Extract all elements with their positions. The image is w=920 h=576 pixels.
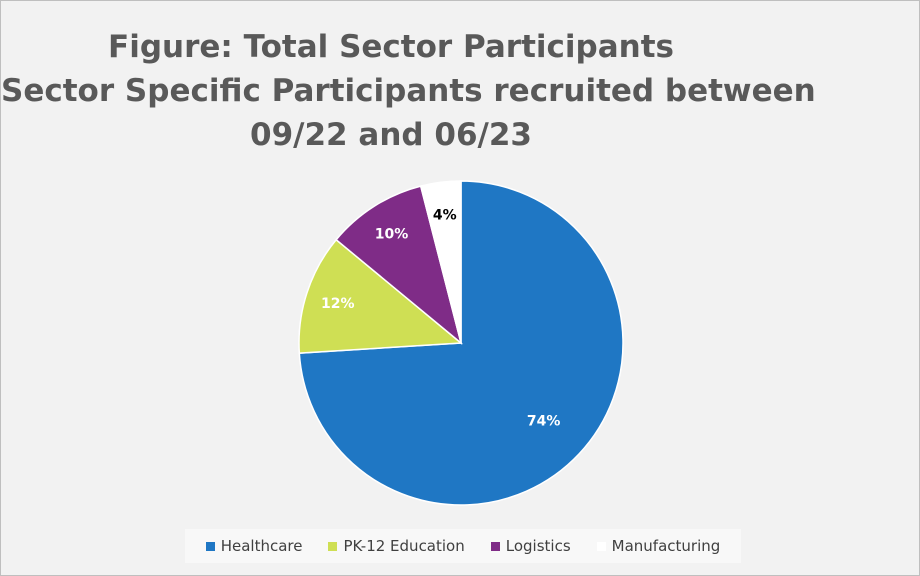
legend-swatch (490, 541, 500, 551)
data-label-manufacturing: 4% (433, 207, 457, 223)
legend-item-logistics: Logistics (490, 537, 571, 555)
title-line-1: Figure: Total Sector Participants (108, 29, 674, 65)
title-line-2: Sector Specific Participants recruited b… (1, 73, 816, 109)
legend-item-healthcare: Healthcare (205, 537, 303, 555)
data-label-healthcare: 74% (527, 414, 561, 430)
legend-label: PK-12 Education (343, 537, 465, 555)
title-line-3: 09/22 and 06/23 (250, 117, 532, 153)
legend: Healthcare PK-12 Education Logistics Manufa… (185, 529, 741, 563)
pie-slice-pk-12-education (298, 238, 463, 354)
legend-label: Manufacturing (611, 537, 721, 555)
chart-title: Figure: Total Sector Participants Sector… (1, 25, 816, 157)
legend-label: Logistics (505, 537, 571, 555)
legend-swatch (596, 541, 606, 551)
data-label-logistics: 10% (375, 227, 409, 243)
legend-label: Healthcare (220, 537, 303, 555)
pie-slice-logistics (335, 185, 463, 346)
legend-swatch (328, 541, 338, 551)
legend-item-pk-12-education: PK-12 Education (328, 537, 465, 555)
legend-item-manufacturing: Manufacturing (596, 537, 721, 555)
pie-slice-manufacturing (419, 180, 462, 344)
legend-swatch (205, 541, 215, 551)
data-label-pk-12-education: 12% (321, 296, 355, 312)
